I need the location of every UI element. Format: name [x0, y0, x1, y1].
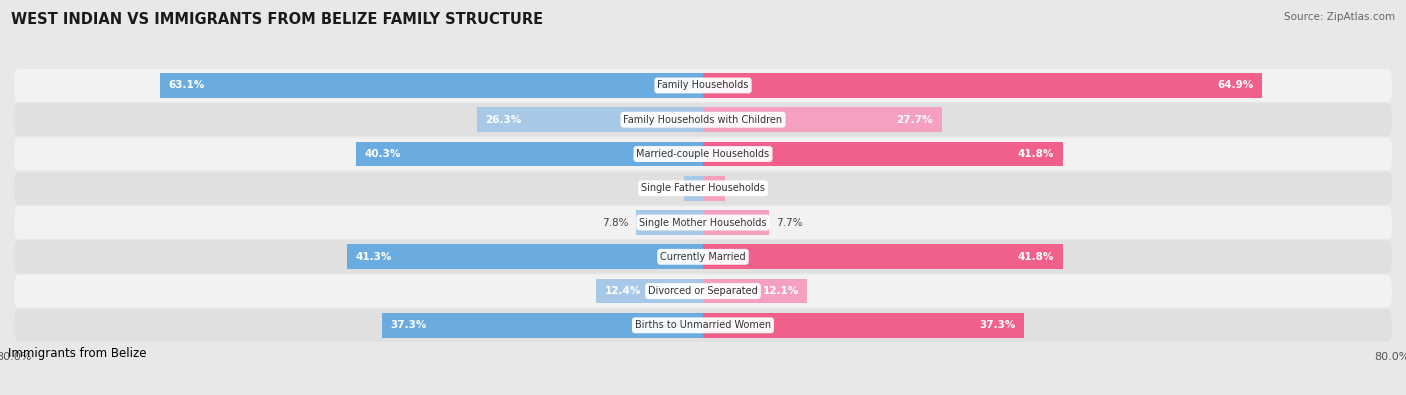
Text: 12.1%: 12.1% — [762, 286, 799, 296]
Text: WEST INDIAN VS IMMIGRANTS FROM BELIZE FAMILY STRUCTURE: WEST INDIAN VS IMMIGRANTS FROM BELIZE FA… — [11, 12, 543, 27]
Text: 26.3%: 26.3% — [485, 115, 522, 125]
FancyBboxPatch shape — [14, 309, 1392, 342]
Text: Single Mother Households: Single Mother Households — [640, 218, 766, 228]
Bar — [703, 210, 769, 235]
Bar — [703, 279, 807, 303]
Text: Source: ZipAtlas.com: Source: ZipAtlas.com — [1284, 12, 1395, 22]
FancyBboxPatch shape — [14, 206, 1392, 239]
FancyBboxPatch shape — [14, 172, 1392, 205]
Text: 37.3%: 37.3% — [979, 320, 1015, 330]
Text: Single Father Households: Single Father Households — [641, 183, 765, 193]
Text: Divorced or Separated: Divorced or Separated — [648, 286, 758, 296]
Text: 41.8%: 41.8% — [1018, 149, 1054, 159]
Text: Family Households with Children: Family Households with Children — [623, 115, 783, 125]
Bar — [596, 279, 703, 303]
Text: 41.3%: 41.3% — [356, 252, 392, 262]
FancyBboxPatch shape — [14, 103, 1392, 136]
Text: Currently Married: Currently Married — [661, 252, 745, 262]
Text: Family Households: Family Households — [658, 81, 748, 90]
Bar — [703, 107, 942, 132]
Bar — [703, 142, 1063, 166]
Bar — [477, 107, 703, 132]
Text: 41.8%: 41.8% — [1018, 252, 1054, 262]
Text: Births to Unmarried Women: Births to Unmarried Women — [636, 320, 770, 330]
Text: 7.8%: 7.8% — [602, 218, 628, 228]
Text: 63.1%: 63.1% — [169, 81, 204, 90]
Text: 40.3%: 40.3% — [364, 149, 401, 159]
FancyBboxPatch shape — [14, 137, 1392, 171]
Legend: West Indian, Immigrants from Belize: West Indian, Immigrants from Belize — [0, 342, 150, 365]
Text: 7.7%: 7.7% — [776, 218, 803, 228]
Text: 2.2%: 2.2% — [651, 183, 678, 193]
Bar — [703, 245, 1063, 269]
Bar — [160, 73, 703, 98]
FancyBboxPatch shape — [14, 275, 1392, 308]
FancyBboxPatch shape — [14, 69, 1392, 102]
FancyBboxPatch shape — [14, 240, 1392, 273]
Bar — [382, 313, 703, 338]
Text: 37.3%: 37.3% — [391, 320, 427, 330]
Bar — [356, 142, 703, 166]
Bar — [685, 176, 703, 201]
Bar — [347, 245, 703, 269]
Text: Married-couple Households: Married-couple Households — [637, 149, 769, 159]
Text: 64.9%: 64.9% — [1218, 81, 1253, 90]
Bar — [703, 73, 1263, 98]
Bar — [703, 313, 1024, 338]
Text: 27.7%: 27.7% — [897, 115, 934, 125]
Bar — [636, 210, 703, 235]
Text: 2.5%: 2.5% — [731, 183, 758, 193]
Bar — [703, 176, 724, 201]
Text: 12.4%: 12.4% — [605, 286, 641, 296]
